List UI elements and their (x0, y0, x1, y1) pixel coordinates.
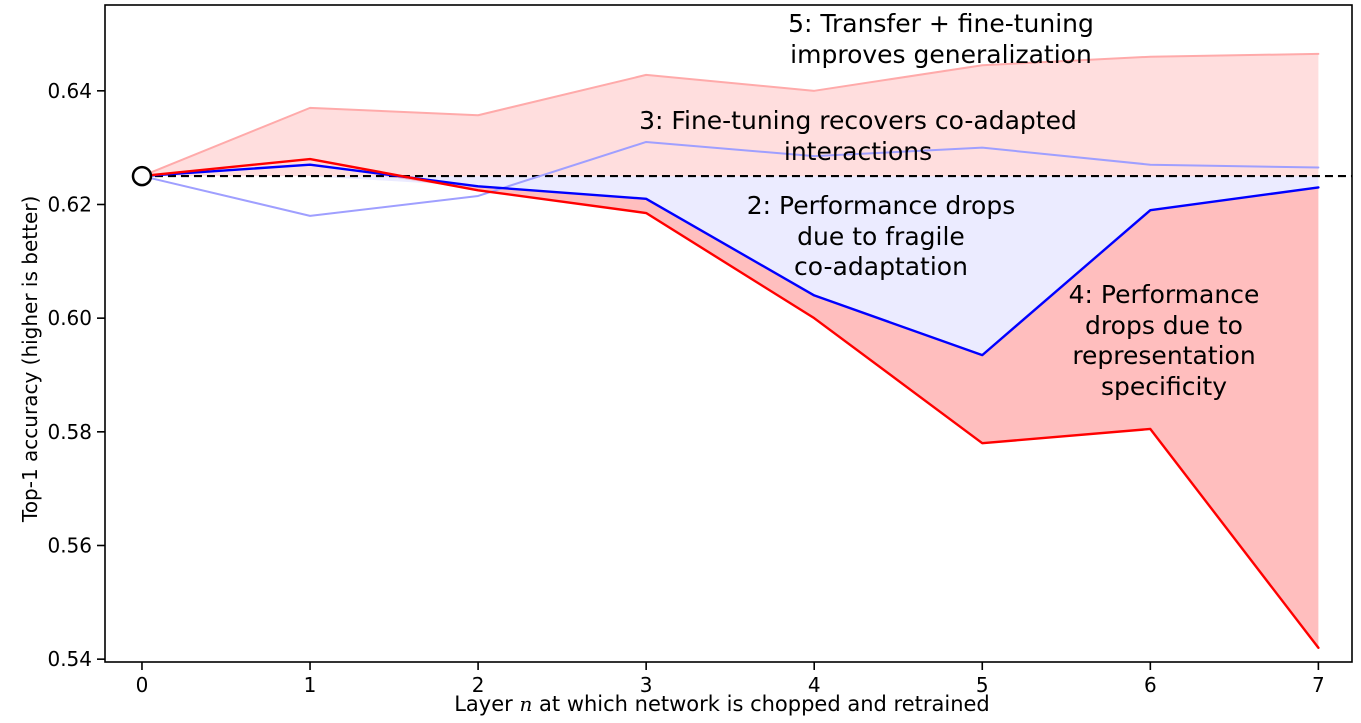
x-tick-label: 0 (136, 673, 149, 697)
axes-frame (104, 4, 1353, 663)
series-line-s2 (140, 163, 1320, 357)
x-axis-label-variable: n (519, 692, 533, 716)
annotation-transfer-finetune: 5: Transfer + fine-tuning improves gener… (788, 9, 1094, 69)
annotation-representation-specificity: 4: Performance drops due to representati… (1068, 280, 1260, 401)
y-axis-label: Top-1 accuracy (higher is better) (18, 195, 42, 522)
base-accuracy-marker (131, 165, 153, 187)
y-tick-label: 0.62 (47, 192, 92, 216)
y-tick-label: 0.60 (47, 306, 92, 330)
x-tick-label: 7 (1312, 673, 1325, 697)
x-axis-label-pre: Layer (454, 692, 520, 716)
x-tick-label: 2 (472, 673, 485, 697)
annotation-fragile-coadaptation: 2: Performance drops due to fragile co-a… (746, 191, 1016, 281)
x-tick-label: 6 (1144, 673, 1157, 697)
x-tick-label: 3 (640, 673, 653, 697)
series-line-s4 (140, 157, 1320, 649)
x-axis-label-post: at which network is chopped and retraine… (532, 692, 990, 716)
y-tick-label: 0.56 (47, 533, 92, 557)
region-fill-transfer-finetune-gain (141, 53, 1319, 177)
x-axis-label: Layer n at which network is chopped and … (454, 692, 990, 716)
region-fill-representation-specificity-drop (141, 164, 1319, 648)
x-tick-label: 5 (976, 673, 989, 697)
region-fill-fragile-coadaptation-drop (141, 176, 1319, 356)
annotation-finetune-recovers: 3: Fine-tuning recovers co-adapted inter… (639, 106, 1077, 166)
y-tick-label: 0.58 (47, 420, 92, 444)
x-tick-label: 1 (304, 673, 317, 697)
y-tick-label: 0.64 (47, 79, 92, 103)
y-tick-label: 0.54 (47, 647, 92, 671)
series-line-s5 (140, 52, 1320, 178)
series-line-s3 (140, 140, 1320, 217)
x-tick-label: 4 (808, 673, 821, 697)
